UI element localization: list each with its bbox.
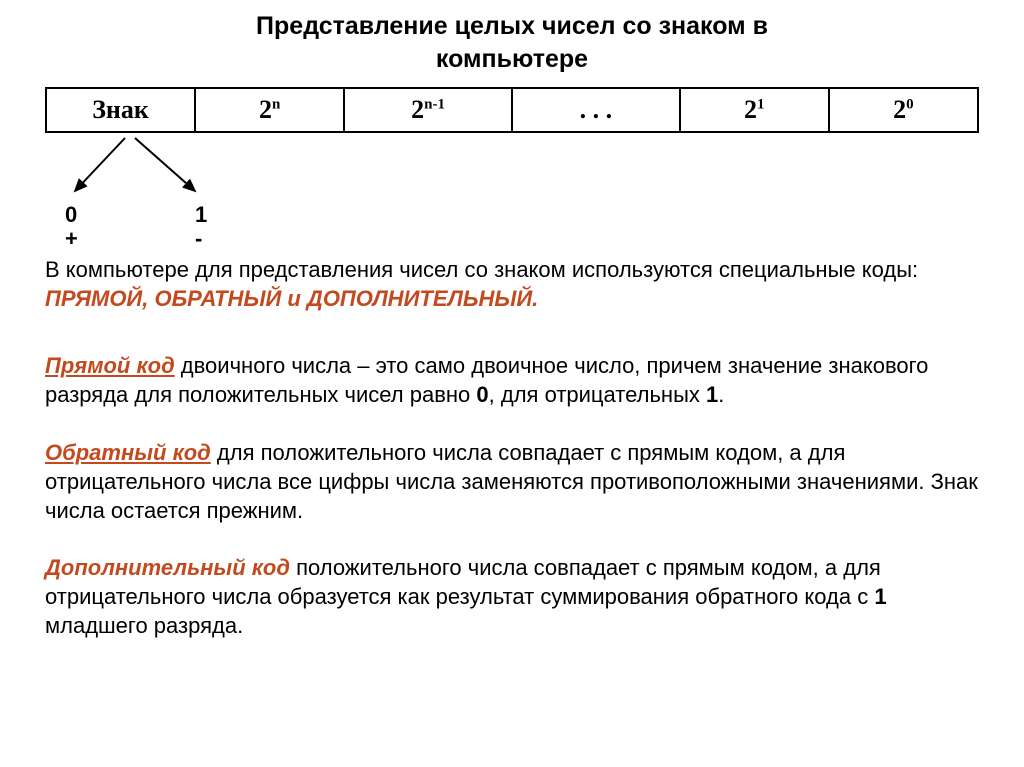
direct-code-paragraph: Прямой код двоичного числа – это само дв… [45,351,979,409]
intro-paragraph: В компьютере для представления чисел со … [45,255,979,313]
exp: 0 [906,96,914,112]
legend-one: 1 [195,203,207,227]
direct-lead: Прямой код [45,353,175,378]
direct-one: 1 [706,382,718,407]
exp: 1 [757,96,765,112]
sign-arrows [65,133,225,203]
exp: n [272,96,280,112]
complement-lead: Дополнительный код [45,555,290,580]
bit-position-table: Знак 2n 2n-1 . . . 21 20 [45,87,979,133]
base: 2 [259,95,272,124]
cell-21: 21 [680,88,829,132]
inverse-code-paragraph: Обратный код для положительного числа со… [45,438,979,525]
sign-legend: 0 1 + - [65,203,979,251]
intro-codes: ПРЯМОЙ, ОБРАТНЫЙ и ДОПОЛНИТЕЛЬНЫЙ. [45,286,538,311]
legend-minus: - [195,227,202,251]
exp: n-1 [424,96,445,112]
arrow-left [75,138,125,191]
legend-plus: + [65,227,195,251]
direct-tail: . [718,382,724,407]
spacer [45,410,979,428]
legend-values-row: 0 1 [65,203,979,227]
cell-ellipsis: . . . [512,88,680,132]
inverse-lead: Обратный код [45,440,211,465]
cell-20: 20 [829,88,978,132]
cell-2n: 2n [195,88,344,132]
base: 2 [744,95,757,124]
legend-zero: 0 [65,203,195,227]
spacer [45,525,979,543]
direct-zero: 0 [476,382,488,407]
title-line-2: компьютере [436,45,588,73]
arrow-right [135,138,195,191]
complement-code-paragraph: Дополнительный код положительного числа … [45,553,979,640]
title-line-1: Представление целых чисел со знаком в [256,12,768,40]
cell-2n-1: 2n-1 [344,88,512,132]
intro-text: В компьютере для представления чисел со … [45,257,918,282]
complement-text2: младшего разряда. [45,613,243,638]
direct-mid: , для отрицательных [489,382,706,407]
arrow-svg [65,133,225,198]
cell-sign: Знак [46,88,195,132]
base: 2 [411,95,424,124]
page-title: Представление целых чисел со знаком в ко… [45,10,979,75]
spacer [45,313,979,341]
slide-container: Представление целых чисел со знаком в ко… [0,0,1024,660]
base: 2 [893,95,906,124]
legend-signs-row: + - [65,227,979,251]
table-row: Знак 2n 2n-1 . . . 21 20 [46,88,978,132]
complement-one: 1 [874,584,886,609]
